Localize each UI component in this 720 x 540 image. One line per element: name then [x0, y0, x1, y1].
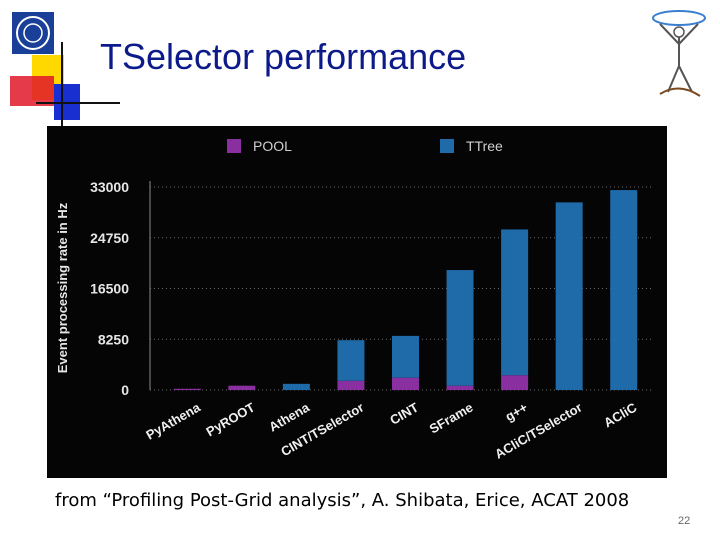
- x-tick-label: PyROOT: [204, 400, 258, 440]
- bar-ttree-aclic-tselector: [555, 202, 583, 390]
- cern-logo: [12, 12, 54, 54]
- x-tick-label: CINT: [387, 400, 421, 428]
- bar-chart: POOL TTree Event processing rate in Hz 0…: [55, 138, 651, 462]
- chart-panel: POOL TTree Event processing rate in Hz 0…: [47, 126, 667, 478]
- source-caption: from “Profiling Post-Grid analysis”, A. …: [55, 490, 630, 511]
- deco-horizontal-line: [36, 102, 120, 104]
- bar-ttree-cint: [392, 335, 419, 378]
- x-tick-label: PyAthena: [143, 399, 203, 442]
- bar-pool-g-: [501, 375, 529, 390]
- page-number: 22: [678, 515, 691, 527]
- bar-ttree-cint-tselector: [337, 340, 365, 381]
- atlas-figure-logo: [646, 6, 712, 100]
- bar-pool-sframe: [446, 385, 474, 390]
- legend-label-pool: POOL: [253, 138, 292, 154]
- bar-pool-pyathena: [173, 388, 201, 390]
- legend-swatch-ttree: [440, 139, 454, 153]
- bar-ttree-aclic: [610, 190, 638, 390]
- x-tick-label: g++: [503, 399, 531, 424]
- x-tick-label: ACliC: [601, 399, 640, 430]
- bar-ttree-athena: [282, 383, 310, 390]
- y-axis-title: Event processing rate in Hz: [55, 202, 70, 373]
- legend-label-ttree: TTree: [466, 138, 503, 154]
- y-tick-label: 16500: [90, 281, 129, 297]
- y-tick-label: 33000: [90, 179, 129, 195]
- bar-pool-pyroot: [228, 385, 256, 390]
- y-tick-label: 24750: [90, 230, 129, 246]
- bar-pool-cint: [392, 377, 419, 390]
- bar-ttree-g-: [501, 229, 529, 376]
- y-tick-label: 0: [121, 382, 129, 398]
- bar-pool-cint-tselector: [337, 380, 365, 390]
- deco-red-block: [10, 76, 54, 106]
- legend-swatch-pool: [227, 139, 241, 153]
- bar-ttree-sframe: [446, 270, 474, 386]
- deco-vertical-line: [61, 42, 63, 126]
- x-tick-label: SFrame: [427, 400, 476, 437]
- y-tick-label: 8250: [98, 331, 129, 347]
- slide-title: TSelector performance: [100, 36, 467, 77]
